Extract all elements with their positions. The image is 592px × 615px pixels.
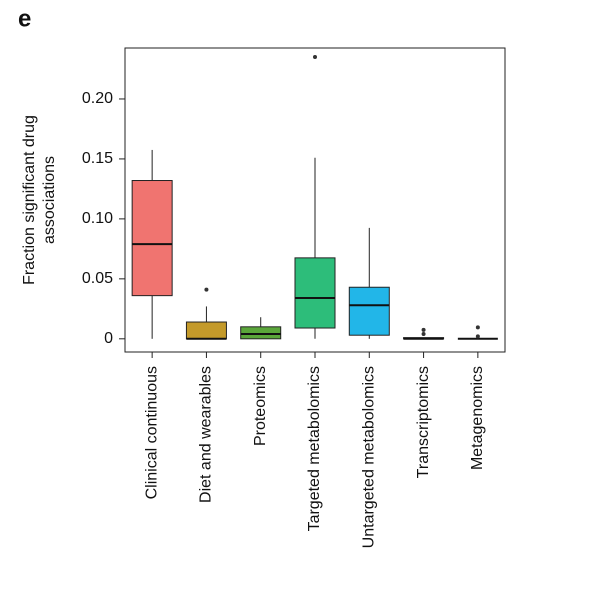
x-tick-label: Targeted metabolomics [306,366,323,531]
box [240,326,282,340]
y-tick-label: 0 [104,330,113,347]
outlier [204,287,209,292]
x-tick-label: Transcriptomics [415,366,432,478]
box [131,180,173,297]
x-tick-label: Untargeted metabolomics [361,366,378,548]
panel-label: e [18,5,31,32]
y-tick-label: 0.20 [82,90,113,107]
x-tick-label: Diet and wearables [198,366,215,503]
y-axis-label: Fraction significant drug associations [21,115,58,285]
box [185,321,227,340]
outlier [475,334,480,339]
outlier [313,54,317,59]
outlier [421,332,426,337]
y-tick-label: 0.15 [82,150,113,167]
outlier [475,325,480,330]
x-tick-label: Metagenomics [469,366,486,470]
y-tick-label: 0.10 [82,210,113,227]
y-tick-label: 0.05 [82,270,113,287]
x-tick-label: Proteomics [252,366,269,446]
y-label-line: Fraction significant drug [21,115,38,285]
y-label-line: associations [41,156,58,244]
x-tick-label: Clinical continuous [143,366,160,499]
box [294,257,336,329]
box [348,286,390,336]
outlier [421,327,426,332]
